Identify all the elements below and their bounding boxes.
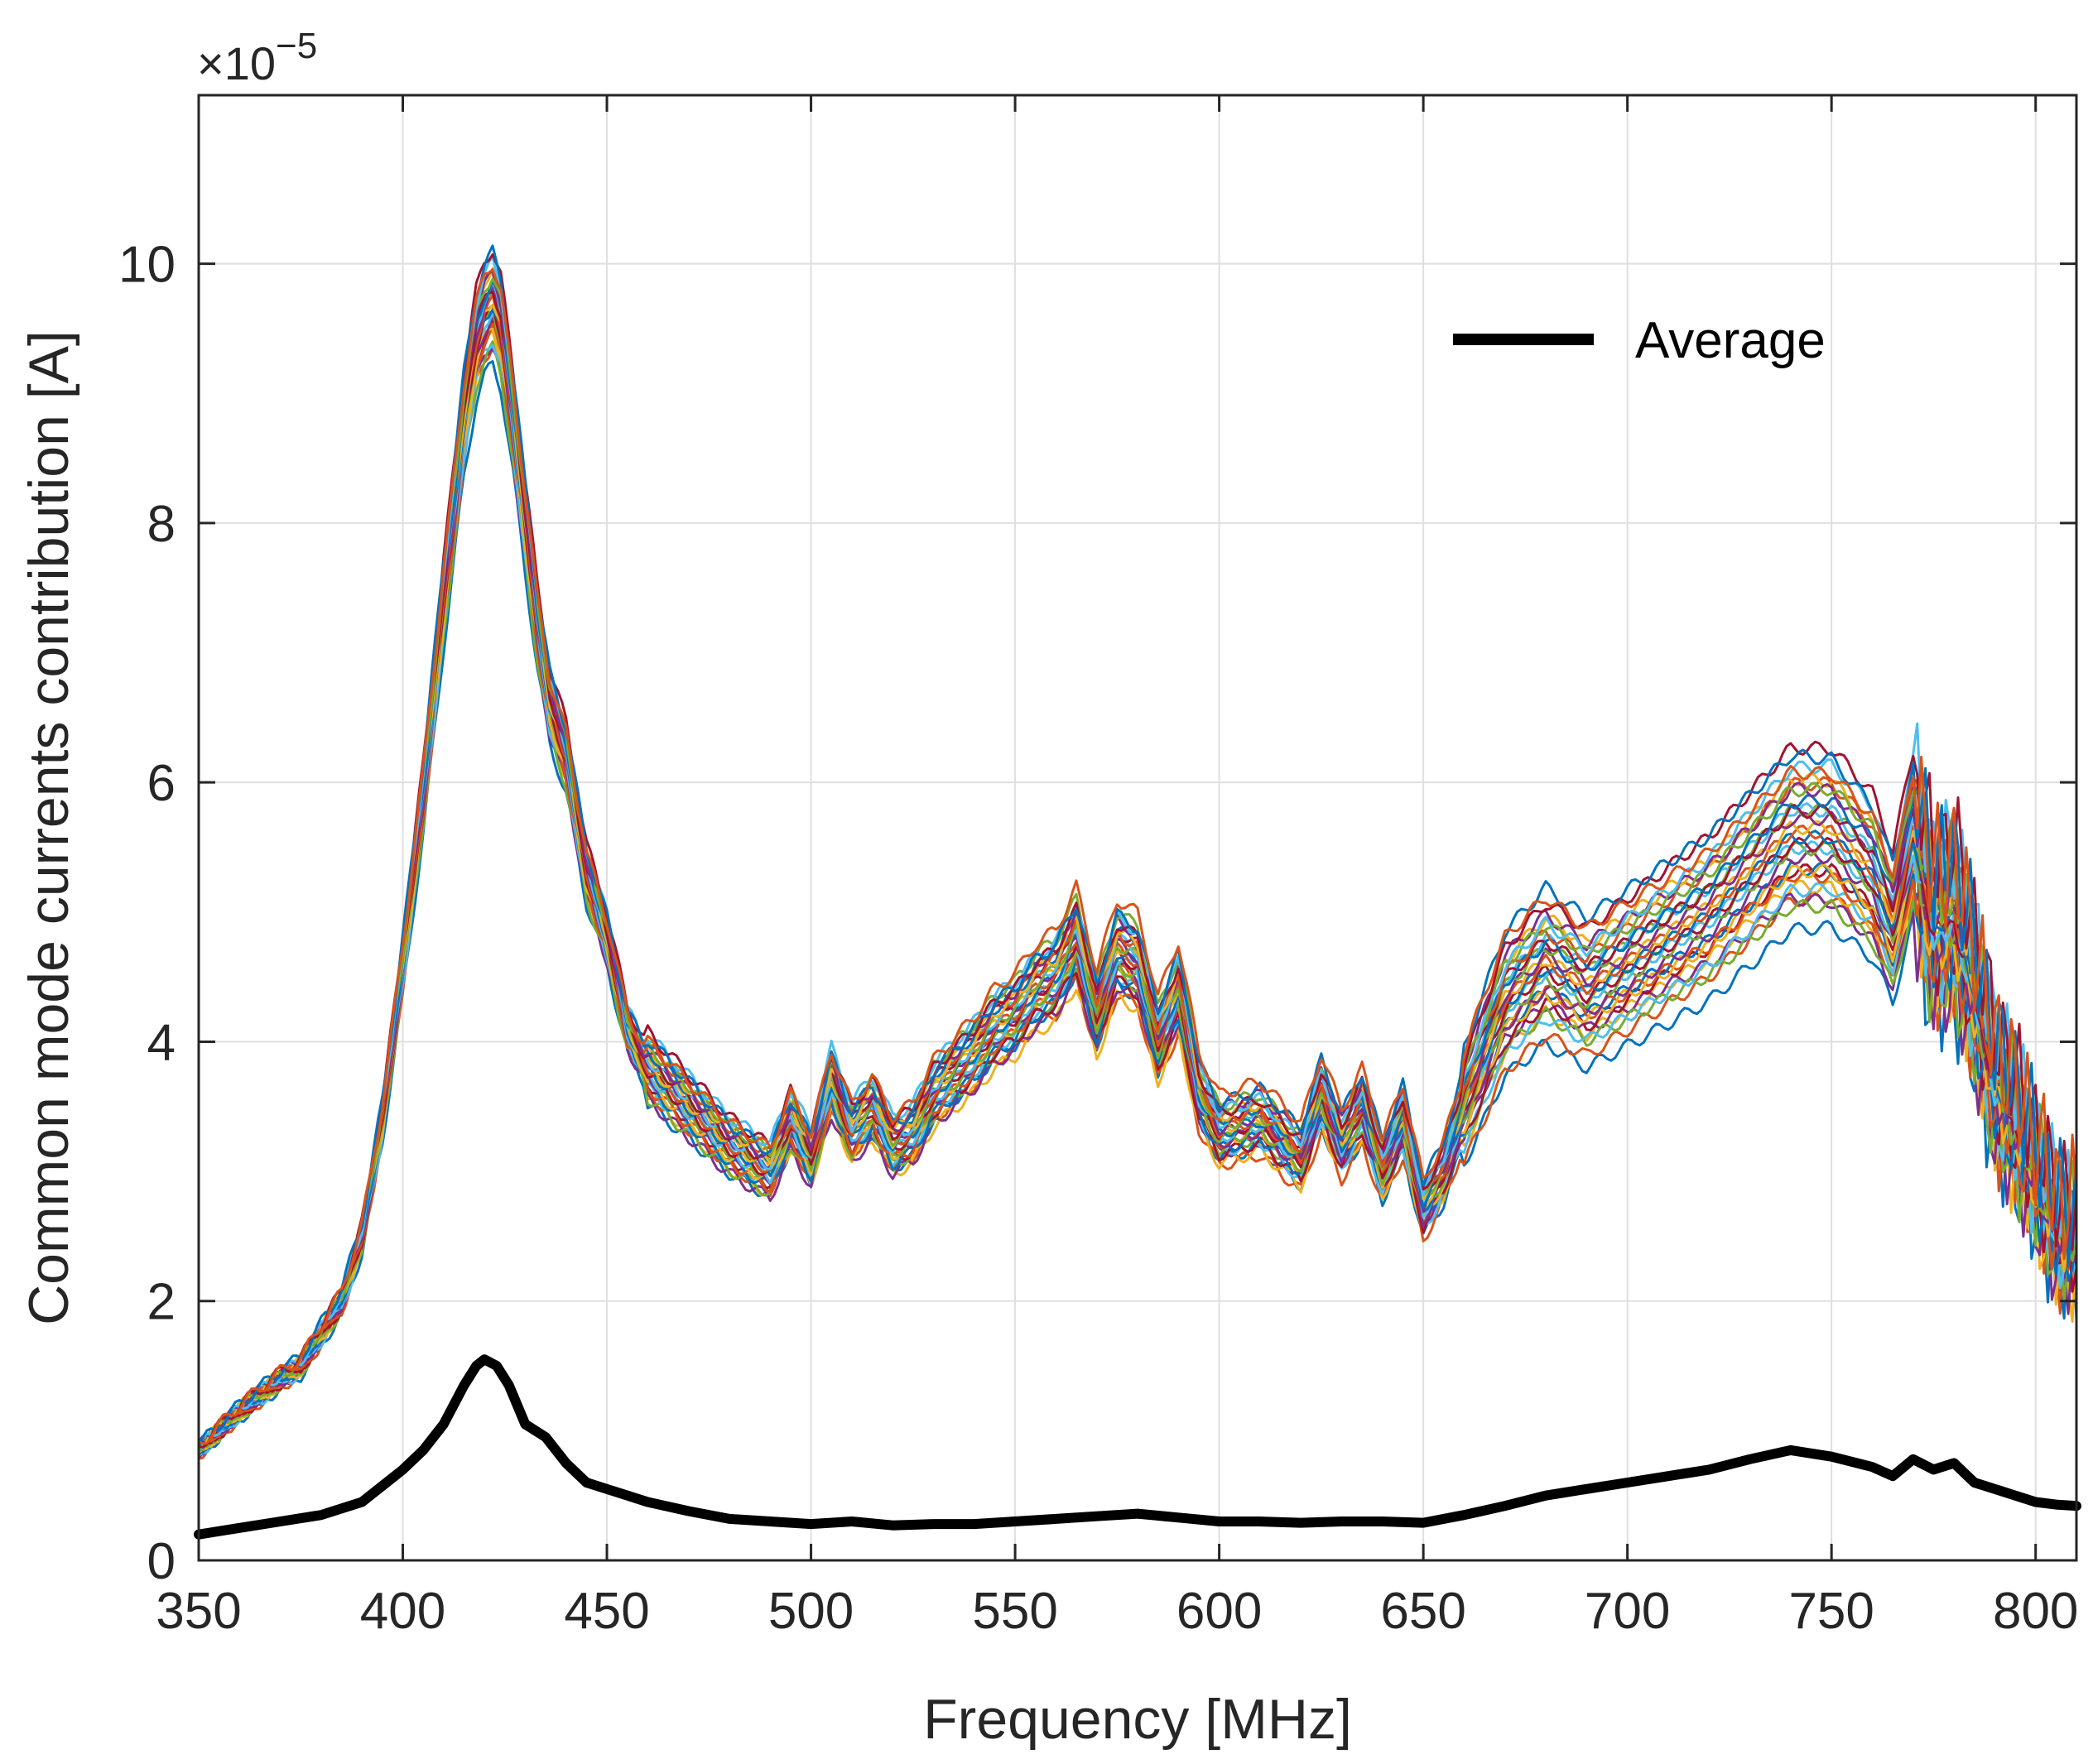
plot-background bbox=[199, 95, 2076, 1560]
y-tick-label: 2 bbox=[147, 1274, 176, 1331]
y-tick-label: 8 bbox=[147, 496, 176, 553]
y-exponent-label: ×10−5 bbox=[197, 26, 317, 89]
x-tick-label: 600 bbox=[1176, 1583, 1262, 1640]
x-tick-label: 650 bbox=[1380, 1583, 1465, 1640]
x-tick-label: 700 bbox=[1585, 1583, 1670, 1640]
data-series-group bbox=[197, 244, 2078, 1460]
y-tick-label: 6 bbox=[147, 755, 176, 812]
data-series-line bbox=[198, 277, 2078, 1452]
x-axis-label: Frequency [MHz] bbox=[923, 1688, 1352, 1751]
legend: Average bbox=[1453, 312, 1826, 369]
x-tick-label: 350 bbox=[156, 1583, 241, 1640]
plot-frame bbox=[197, 94, 2078, 1562]
y-tick-label: 4 bbox=[147, 1014, 176, 1071]
x-tick-label: 450 bbox=[564, 1583, 649, 1640]
data-series-line bbox=[198, 268, 2078, 1445]
y-tick-label: 10 bbox=[118, 237, 176, 294]
axis-ticks bbox=[197, 95, 2076, 1562]
average-series-line bbox=[194, 1354, 2081, 1540]
x-tick-labels: 350 400 450 500 550 600 650 700 750 800 bbox=[156, 1583, 2078, 1640]
x-tick-label: 800 bbox=[1993, 1583, 2078, 1640]
y-axis-label: Common mode currents contribution [A] bbox=[17, 330, 80, 1325]
legend-average-label: Average bbox=[1635, 312, 1826, 369]
y-exponent-power: −5 bbox=[276, 26, 317, 66]
y-tick-labels: 0 2 4 6 8 10 bbox=[118, 237, 176, 1590]
y-tick-label: 0 bbox=[147, 1533, 176, 1590]
average-series-group bbox=[194, 1354, 2081, 1540]
x-tick-label: 400 bbox=[360, 1583, 445, 1640]
x-tick-label: 550 bbox=[972, 1583, 1057, 1640]
x-tick-label: 750 bbox=[1788, 1583, 1874, 1640]
x-tick-label: 500 bbox=[768, 1583, 854, 1640]
